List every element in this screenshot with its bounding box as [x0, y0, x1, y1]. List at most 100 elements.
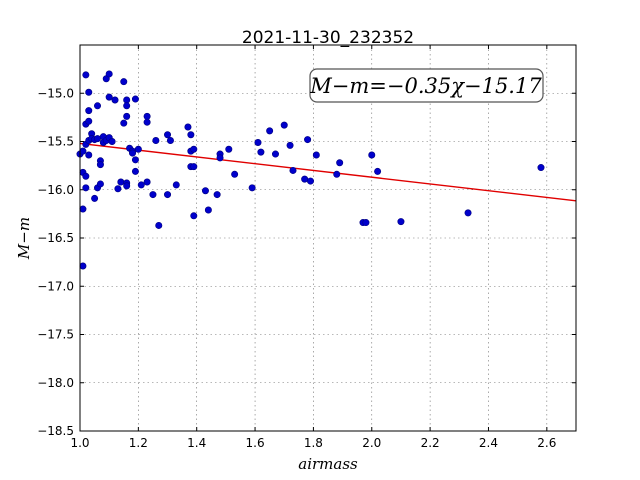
data-point [184, 123, 192, 131]
data-point [464, 209, 472, 217]
data-point [336, 159, 344, 167]
data-point [333, 170, 341, 178]
data-point [225, 145, 233, 153]
data-point [117, 178, 125, 186]
y-tick-label: −16.5 [37, 231, 74, 245]
data-point [143, 178, 151, 186]
scatter-points [76, 70, 545, 270]
data-point [96, 180, 104, 188]
data-point [190, 145, 198, 153]
data-point [306, 177, 314, 185]
data-point [137, 181, 145, 189]
data-point [301, 175, 309, 183]
x-tick-label: 1.2 [129, 436, 148, 450]
data-point [82, 172, 90, 180]
data-point [134, 145, 142, 153]
data-point [266, 127, 274, 135]
data-point [286, 141, 294, 149]
data-point [143, 118, 151, 126]
data-point [85, 117, 93, 125]
data-point [85, 107, 93, 115]
data-point [105, 93, 113, 101]
data-point [271, 150, 279, 158]
data-point [129, 149, 137, 157]
y-tick-label: −17.5 [37, 328, 74, 342]
data-point [79, 147, 87, 155]
data-point [397, 218, 405, 226]
y-axis-label: M−m [15, 217, 33, 260]
data-point [280, 121, 288, 129]
data-point [166, 137, 174, 145]
x-tick-label: 1.0 [70, 436, 89, 450]
data-point [187, 131, 195, 139]
data-point [368, 151, 376, 159]
x-tick-label: 2.4 [479, 436, 498, 450]
equation-box-border [309, 68, 544, 103]
x-tick-label: 1.8 [304, 436, 323, 450]
data-point [120, 78, 128, 86]
data-point [123, 182, 131, 190]
y-tick-label: −18.0 [37, 376, 74, 390]
chart-title: 2021-11-30_232352 [242, 28, 414, 48]
x-axis-label: airmass [298, 455, 358, 473]
data-point [231, 170, 239, 178]
data-point [91, 194, 99, 202]
fit-line [79, 142, 577, 202]
y-tick-label: −15.0 [37, 86, 74, 100]
data-point [123, 112, 131, 120]
x-tick-label: 2.6 [537, 436, 556, 450]
data-point [105, 70, 113, 78]
plot-frame [79, 44, 577, 432]
data-point [123, 96, 131, 104]
data-point [114, 185, 122, 193]
data-point [94, 102, 102, 110]
data-point [96, 161, 104, 169]
data-point [190, 163, 198, 171]
data-point [312, 151, 320, 159]
data-point [374, 167, 382, 175]
y-tick-label: −15.5 [37, 135, 74, 149]
data-point [190, 212, 198, 220]
data-point [108, 138, 116, 146]
data-point [85, 88, 93, 96]
fit-line-group [79, 142, 577, 202]
data-point [131, 156, 139, 164]
data-point [94, 135, 102, 143]
data-point [152, 137, 160, 145]
x-tick-label: 2.2 [421, 436, 440, 450]
data-point [85, 151, 93, 159]
data-point [216, 154, 224, 162]
data-point [120, 119, 128, 127]
data-point [143, 112, 151, 120]
data-point [537, 164, 545, 172]
data-point [304, 136, 312, 144]
data-point [254, 138, 262, 146]
data-point [79, 262, 87, 270]
data-point [257, 148, 265, 156]
fit-equation: M−m=−0.35χ−15.17 [309, 74, 542, 98]
data-point [131, 95, 139, 103]
data-point [204, 206, 212, 214]
data-point [131, 167, 139, 175]
data-point [82, 71, 90, 79]
data-point [111, 96, 119, 104]
x-tick-label: 1.6 [246, 436, 265, 450]
data-point [362, 219, 370, 227]
data-point [123, 102, 131, 110]
data-point [201, 187, 209, 195]
data-point [155, 221, 163, 229]
y-tick-label: −18.5 [37, 424, 74, 438]
axis-ticks: 1.0 1.2 1.4 1.6 1.8 2.0 2.2 2.4 2.6 −15.0 −15.5 −16… [37, 45, 576, 450]
data-point [248, 184, 256, 192]
data-point [289, 166, 297, 174]
y-tick-label: −17.0 [37, 279, 74, 293]
data-point [164, 131, 172, 139]
data-point [82, 184, 90, 192]
fit-equation-box: M−m=−0.35χ−15.17 [309, 68, 544, 103]
data-point [164, 191, 172, 199]
y-tick-label: −16.0 [37, 183, 74, 197]
data-point [172, 181, 180, 189]
x-tick-label: 1.4 [187, 436, 206, 450]
x-tick-label: 2.0 [362, 436, 381, 450]
